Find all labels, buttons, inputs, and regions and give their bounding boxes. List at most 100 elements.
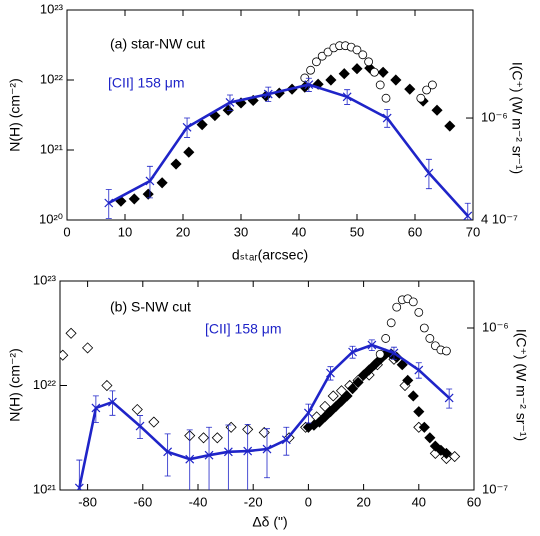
diamond-marker <box>429 440 441 452</box>
diamond-marker <box>449 450 461 463</box>
x-marker <box>135 421 145 431</box>
x-axis-label: dₛₜₐᵣ(arcsec) <box>232 247 308 263</box>
x-marker <box>74 483 84 490</box>
x-tick-label: 10 <box>118 224 132 239</box>
diamond-marker <box>156 177 168 189</box>
circle-marker <box>358 50 368 60</box>
x-marker <box>414 365 424 375</box>
diamond-marker <box>358 369 370 381</box>
x-marker <box>225 98 235 107</box>
x-marker <box>262 444 272 454</box>
diamond-marker <box>402 374 414 386</box>
x-marker <box>382 113 392 123</box>
error-bar <box>76 459 83 490</box>
series-line <box>78 343 451 489</box>
diamond-marker <box>128 193 140 205</box>
diamond-marker <box>335 395 348 407</box>
diamond-marker <box>351 63 363 75</box>
error-bar <box>92 395 99 423</box>
series-line <box>108 83 469 217</box>
y2-tick-label: 4 10⁻⁷ <box>481 211 518 226</box>
y2-axis-label: I(C⁺) (W m⁻² sr⁻¹) <box>513 329 529 441</box>
diamond-marker <box>440 447 452 459</box>
x-tick-label: -80 <box>78 494 97 509</box>
circle-marker <box>425 334 435 343</box>
x-marker <box>104 198 114 208</box>
x-marker <box>304 80 314 90</box>
error-bar <box>146 165 153 199</box>
x-tick-label: -20 <box>244 494 263 509</box>
x-marker <box>163 447 173 457</box>
error-bar <box>264 428 270 479</box>
x-marker <box>389 348 399 358</box>
circle-marker <box>419 323 429 333</box>
y-axis-label: N(H) (cm⁻²) <box>7 78 23 151</box>
diamond-marker <box>424 432 436 444</box>
diamond-marker <box>363 364 375 376</box>
x-marker <box>91 403 101 413</box>
x-marker <box>342 92 352 102</box>
diamond-marker <box>65 327 77 339</box>
x-marker <box>108 397 117 407</box>
x-tick-label: 30 <box>234 224 248 239</box>
x-marker <box>204 450 214 460</box>
x-tick-label: 0 <box>63 224 70 239</box>
y2-tick-label: 10⁻⁶ <box>481 109 508 124</box>
diamond-marker <box>396 359 408 371</box>
diamond-marker <box>211 432 223 444</box>
x-tick-label: 70 <box>466 224 480 239</box>
error-bar <box>425 158 432 190</box>
x-tick-label: 40 <box>292 224 306 239</box>
diamond-marker <box>60 349 69 361</box>
x-tick-label: 0 <box>305 494 312 509</box>
panel: 0 10 20 30 40 50 60 70 10²⁰ 10²¹ 10²² 10²³ 4 10⁻⁷ 10⁻… <box>7 1 526 262</box>
y-tick-label: 10²¹ <box>40 141 64 156</box>
series <box>104 77 473 220</box>
circle-marker <box>408 297 418 307</box>
circle-marker <box>416 93 426 103</box>
diamond-marker <box>404 83 416 95</box>
x-marker <box>182 122 192 132</box>
series <box>375 294 451 359</box>
error-bar <box>164 433 171 477</box>
diamond-marker <box>312 78 324 90</box>
x-axis-label: Δδ (") <box>252 514 287 530</box>
x-marker <box>348 347 357 357</box>
series-label: [CII] 158 μm <box>108 75 185 91</box>
error-bar <box>105 189 112 219</box>
y2-tick-label: 10⁻⁶ <box>482 319 509 334</box>
diamond-marker <box>325 74 337 86</box>
plot-area <box>60 294 461 490</box>
error-bar <box>186 429 193 490</box>
diamond-marker <box>225 421 237 433</box>
error-bar <box>225 424 232 490</box>
diamond-marker <box>170 158 182 170</box>
x-tick-label: 60 <box>467 494 481 509</box>
x-marker <box>463 211 473 220</box>
panel-title: (b) S-NW cut <box>110 299 191 315</box>
circle-marker <box>441 346 451 356</box>
series <box>74 339 454 490</box>
circle-marker <box>427 80 437 90</box>
diamond-marker <box>183 146 195 158</box>
panel: -80 -60 -40 -20 0 20 40 60 10²¹ 10²² 10²³ 10⁻⁷ 10⁻⁶ (… <box>7 272 530 530</box>
diamond-marker <box>377 66 389 78</box>
diamond-marker <box>431 104 443 116</box>
diamond-marker <box>131 403 143 416</box>
x-marker <box>424 168 434 178</box>
diamond-marker <box>374 353 386 365</box>
diamond-marker <box>407 390 419 402</box>
circle-marker <box>306 65 316 75</box>
y-tick-label: 10²³ <box>33 272 57 287</box>
diamond-marker <box>142 188 154 200</box>
error-bar <box>244 424 251 490</box>
diamond-marker <box>101 379 113 392</box>
y-tick-label: 10²⁰ <box>39 211 63 226</box>
error-bar <box>206 426 213 490</box>
y-axis-label: N(H) (cm⁻²) <box>7 348 23 421</box>
diamond-marker <box>346 383 359 395</box>
circle-marker <box>352 45 362 55</box>
diamond-marker <box>341 390 353 402</box>
panel-title: (a) star-NW cut <box>110 36 205 52</box>
circle-marker <box>392 302 402 312</box>
